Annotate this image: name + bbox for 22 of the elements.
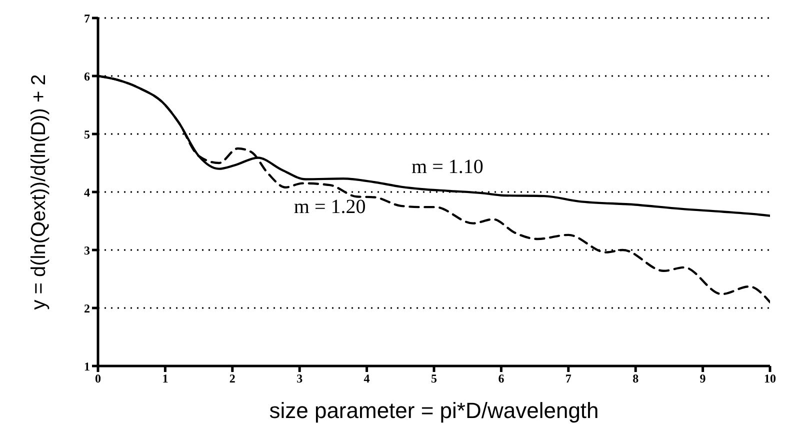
x-tick-label: 9: [700, 372, 706, 386]
x-axis-title: size parameter = pi*D/wavelength: [269, 398, 599, 423]
x-tick-label: 10: [764, 372, 776, 386]
x-tick-label: 6: [498, 372, 504, 386]
y-tick-label: 6: [84, 69, 90, 84]
series-label: m = 1.20: [294, 196, 366, 218]
x-tick-label: 1: [162, 372, 168, 386]
x-tick-label: 4: [364, 372, 370, 386]
y-tick-label: 7: [84, 11, 90, 26]
x-tick-label: 7: [565, 372, 572, 386]
y-tick-label: 5: [84, 127, 90, 142]
series-label: m = 1.10: [412, 156, 484, 178]
x-tick-label: 5: [431, 372, 437, 386]
x-tick-label: 0: [95, 372, 101, 386]
x-tick-label: 8: [632, 372, 639, 386]
y-tick-label: 3: [84, 243, 90, 258]
x-tick-label: 2: [229, 372, 236, 386]
y-tick-label: 2: [84, 301, 90, 316]
y-axis-title: y = d(ln(Qext))/d(ln(D)) + 2: [28, 74, 50, 310]
y-tick-label: 4: [84, 185, 90, 200]
x-tick-label: 3: [296, 372, 303, 386]
y-tick-label: 1: [84, 359, 90, 374]
